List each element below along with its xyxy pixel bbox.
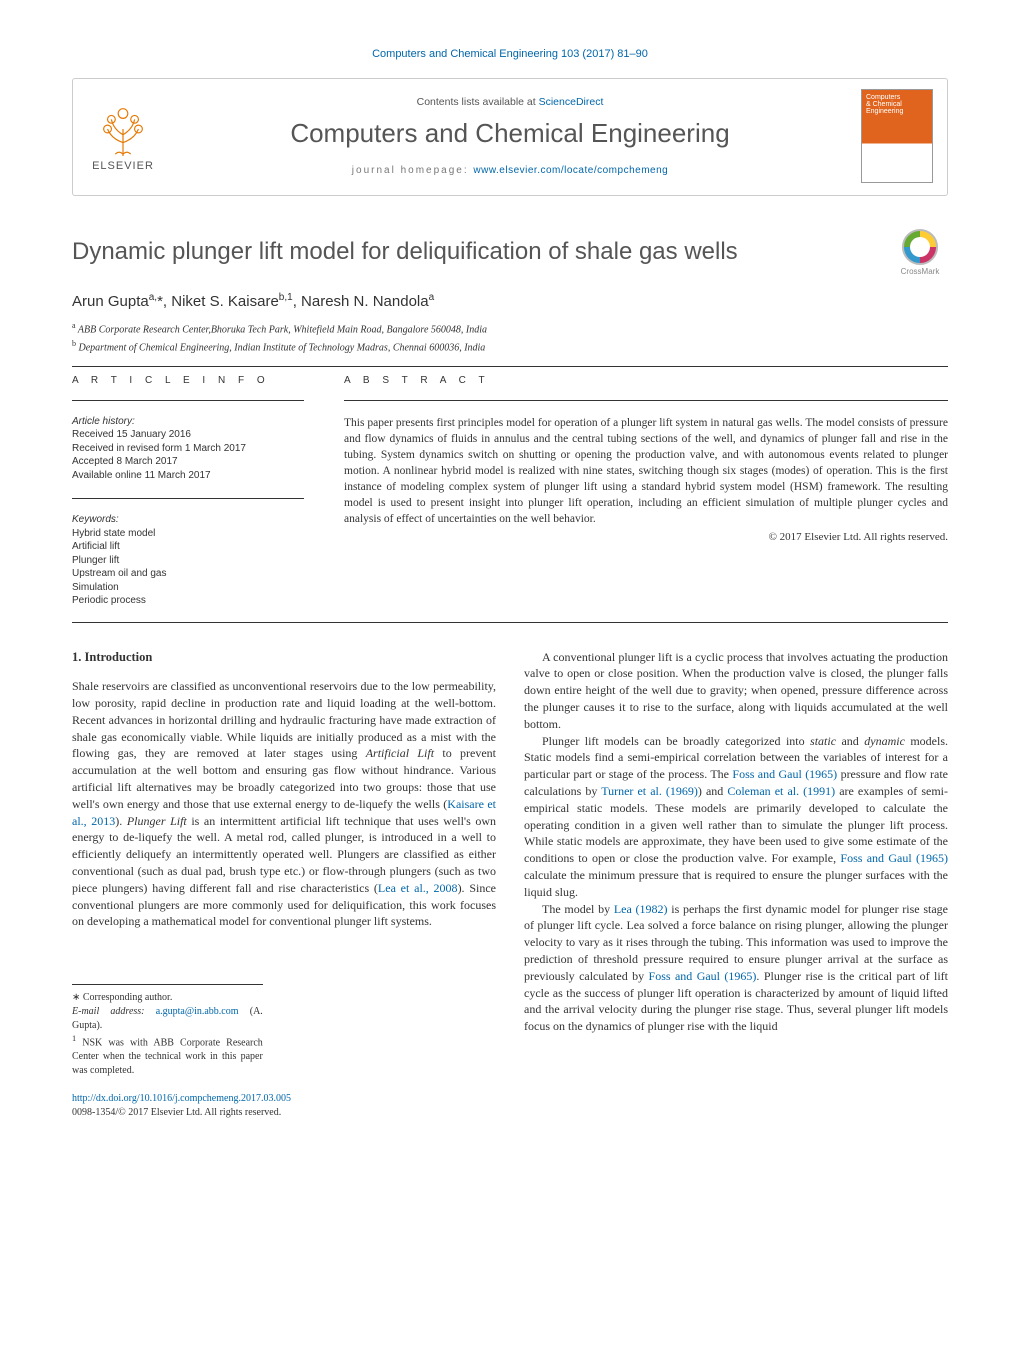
crossmark-badge[interactable]: CrossMark xyxy=(892,224,948,280)
homepage-prefix: journal homepage: xyxy=(352,165,474,176)
para-l1: Shale reservoirs are classified as uncon… xyxy=(72,678,496,930)
kw-4: Simulation xyxy=(72,581,304,595)
kw-2: Plunger lift xyxy=(72,554,304,568)
history-0: Received 15 January 2016 xyxy=(72,428,304,442)
elsevier-tree-icon xyxy=(94,100,152,158)
abstract-text: This paper presents first principles mod… xyxy=(344,415,948,528)
affiliations: a ABB Corporate Research Center,Bhoruka … xyxy=(72,320,948,356)
top-citation: Computers and Chemical Engineering 103 (… xyxy=(72,48,948,60)
para-l1c: ). xyxy=(115,814,127,828)
crossmark-label: CrossMark xyxy=(901,267,940,276)
issn-line: 0098-1354/© 2017 Elsevier Ltd. All right… xyxy=(72,1106,496,1120)
para-r2-em2: dynamic xyxy=(864,734,905,748)
journal-header: ELSEVIER Contents lists available at Sci… xyxy=(72,78,948,196)
journal-homepage-link[interactable]: www.elsevier.com/locate/compchemeng xyxy=(473,165,668,176)
cover-line1: Computers xyxy=(866,94,928,101)
cite-coleman-1991[interactable]: Coleman et al. (1991) xyxy=(727,784,835,798)
para-r2e: ) and xyxy=(698,784,727,798)
history-3: Available online 11 March 2017 xyxy=(72,469,304,483)
aff-b: Department of Chemical Engineering, Indi… xyxy=(76,342,485,353)
para-r2a: Plunger lift models can be broadly categ… xyxy=(542,734,810,748)
abstract-divider xyxy=(344,400,948,401)
history-1: Received in revised form 1 March 2017 xyxy=(72,442,304,456)
para-r3: The model by Lea (1982) is perhaps the f… xyxy=(524,901,948,1035)
elsevier-text: ELSEVIER xyxy=(92,160,154,172)
article-title: Dynamic plunger lift model for deliquifi… xyxy=(72,238,738,266)
elsevier-logo: ELSEVIER xyxy=(87,96,159,176)
abstract-copyright: © 2017 Elsevier Ltd. All rights reserved… xyxy=(344,531,948,543)
para-l1-em2: Plunger Lift xyxy=(127,814,187,828)
history-2: Accepted 8 March 2017 xyxy=(72,455,304,469)
para-r3a: The model by xyxy=(542,902,614,916)
kw-0: Hybrid state model xyxy=(72,527,304,541)
doi-block: http://dx.doi.org/10.1016/j.compchemeng.… xyxy=(72,1092,496,1120)
contents-prefix: Contents lists available at xyxy=(417,96,539,108)
para-r2b: and xyxy=(836,734,864,748)
fn-1: NSK was with ABB Corporate Research Cent… xyxy=(72,1037,263,1076)
journal-name: Computers and Chemical Engineering xyxy=(177,118,843,149)
info-divider-1 xyxy=(72,400,304,401)
cite-foss-1965-b[interactable]: Foss and Gaul (1965) xyxy=(840,851,948,865)
author-2-sup: b,1 xyxy=(279,292,293,303)
author-1: Arun Gupta xyxy=(72,293,149,310)
info-divider-2 xyxy=(72,498,304,499)
abstract-column: A B S T R A C T This paper presents firs… xyxy=(344,375,948,608)
aff-a: ABB Corporate Research Center,Bhoruka Te… xyxy=(76,324,487,335)
cite-lea-1982[interactable]: Lea (1982) xyxy=(614,902,668,916)
author-3-sup: a xyxy=(429,292,435,303)
para-l1-em1: Artificial Lift xyxy=(366,746,434,760)
journal-cover-thumb: Computers & Chemical Engineering xyxy=(861,89,933,183)
para-r2-em1: static xyxy=(810,734,836,748)
author-1-sup: a, xyxy=(149,292,157,303)
cite-turner-1969[interactable]: Turner et al. (1969) xyxy=(601,784,698,798)
para-r2g: calculate the minimum pressure that is r… xyxy=(524,868,948,899)
kw-1: Artificial lift xyxy=(72,540,304,554)
history-head: Article history: xyxy=(72,415,304,429)
doi-link[interactable]: http://dx.doi.org/10.1016/j.compchemeng.… xyxy=(72,1093,291,1104)
rule-bottom xyxy=(72,622,948,623)
column-left: 1. Introduction Shale reservoirs are cla… xyxy=(72,649,496,1121)
section-1-heading: 1. Introduction xyxy=(72,649,496,667)
author-3: , Naresh N. Nandola xyxy=(293,293,429,310)
author-2: , Niket S. Kaisare xyxy=(163,293,279,310)
crossmark-icon xyxy=(902,229,938,265)
cover-line2: & Chemical xyxy=(866,101,928,108)
kw-5: Periodic process xyxy=(72,594,304,608)
article-info-head: A R T I C L E I N F O xyxy=(72,375,304,386)
journal-homepage-line: journal homepage: www.elsevier.com/locat… xyxy=(177,165,843,176)
fn-email-label: E-mail address: xyxy=(72,1006,145,1017)
author-list: Arun Guptaa,*, Niket S. Kaisareb,1, Nare… xyxy=(72,292,948,310)
rule-top xyxy=(72,366,948,367)
abstract-head: A B S T R A C T xyxy=(344,375,948,386)
footnotes: ∗ Corresponding author. E-mail address: … xyxy=(72,984,263,1078)
fn-email-link[interactable]: a.gupta@in.abb.com xyxy=(156,1006,239,1017)
contents-lists-line: Contents lists available at ScienceDirec… xyxy=(177,96,843,108)
keywords-head: Keywords: xyxy=(72,513,304,527)
kw-3: Upstream oil and gas xyxy=(72,567,304,581)
cite-foss-1965-a[interactable]: Foss and Gaul (1965) xyxy=(732,767,837,781)
cite-lea-2008[interactable]: Lea et al., 2008 xyxy=(378,881,458,895)
cite-foss-1965-c[interactable]: Foss and Gaul (1965) xyxy=(649,969,757,983)
para-r1: A conventional plunger lift is a cyclic … xyxy=(524,649,948,733)
fn-corr: ∗ Corresponding author. xyxy=(72,991,263,1005)
article-info-column: A R T I C L E I N F O Article history: R… xyxy=(72,375,304,608)
column-right: A conventional plunger lift is a cyclic … xyxy=(524,649,948,1121)
para-r2: Plunger lift models can be broadly categ… xyxy=(524,733,948,901)
cover-line3: Engineering xyxy=(866,108,928,115)
sciencedirect-link[interactable]: ScienceDirect xyxy=(539,96,604,108)
body-columns: 1. Introduction Shale reservoirs are cla… xyxy=(72,649,948,1121)
